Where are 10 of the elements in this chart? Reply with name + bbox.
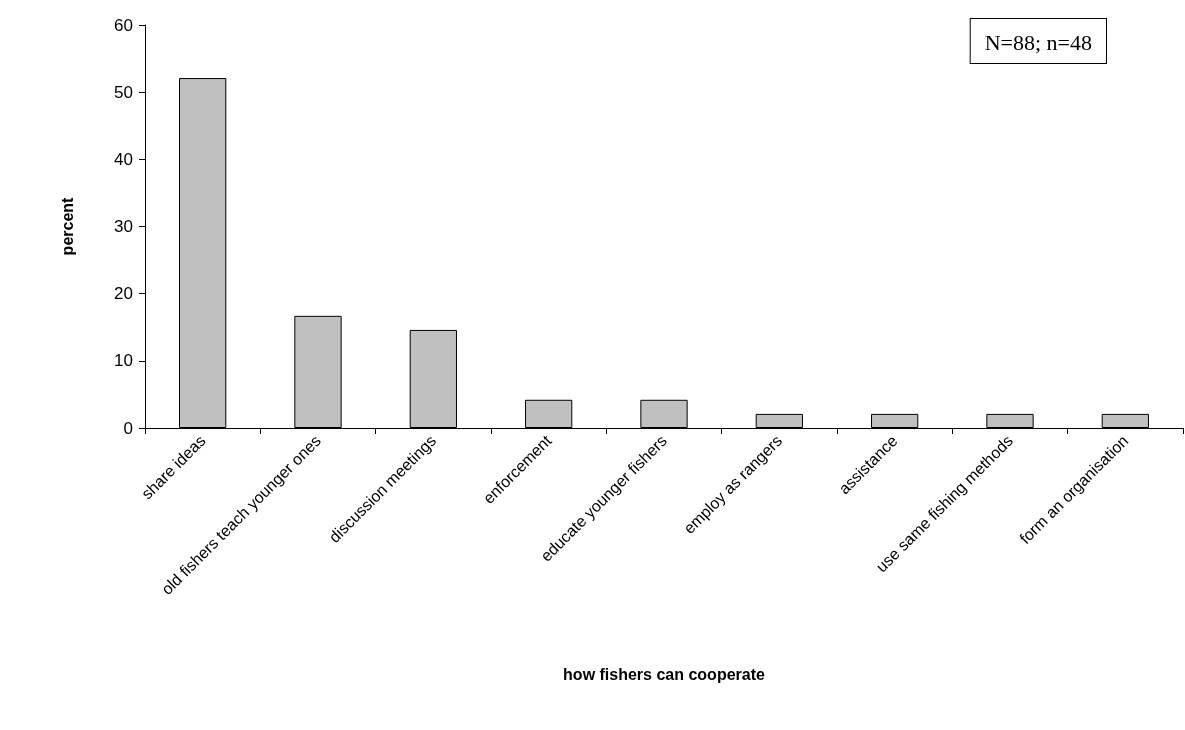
y-tick-label: 50 [114,82,133,102]
y-axis-title: percent [58,196,76,256]
y-tick-label: 0 [123,418,133,438]
y-tick-label: 20 [114,284,133,304]
y-tick-label: 30 [114,217,133,236]
y-tick-label: 40 [114,149,133,169]
y-tick-label: 60 [114,15,133,35]
y-tick-label: 10 [114,351,133,371]
x-axis-title: how fishers can cooperate [563,665,766,683]
annotation: N=88; n=48 [984,29,1093,55]
